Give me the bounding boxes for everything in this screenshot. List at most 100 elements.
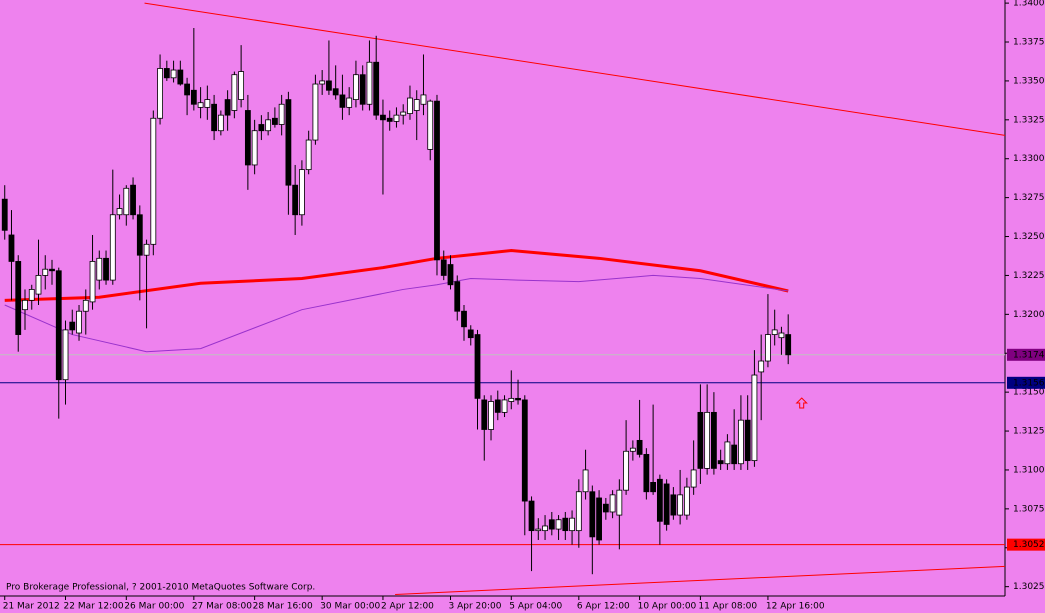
candle-body [366, 61, 373, 105]
candle-body [190, 89, 197, 105]
price-label-box [1007, 538, 1045, 551]
x-tick-label: 22 Mar 12:00 [64, 602, 124, 612]
candle-body [224, 99, 231, 116]
candle-body [629, 447, 636, 452]
candle-body [690, 469, 697, 488]
candle-body [609, 494, 616, 513]
candle-body [636, 439, 643, 455]
x-tick-label: 3 Apr 20:00 [448, 602, 501, 612]
candle-body [555, 519, 562, 530]
candle-body [305, 139, 312, 171]
candle-body [217, 114, 224, 132]
candle-body [440, 259, 447, 276]
price-label-box [1007, 376, 1045, 389]
candle-body [488, 401, 494, 430]
candle-body [427, 100, 434, 150]
candle-body [697, 411, 704, 469]
candle-body [548, 519, 555, 530]
y-tick-label: 1.3200 [1013, 310, 1045, 320]
candle-body [1, 198, 8, 231]
candle-body [271, 117, 278, 125]
candle-body [89, 261, 96, 303]
price-label-box [1007, 348, 1045, 361]
x-tick-label: 10 Apr 00:00 [638, 602, 697, 612]
moving-average [4, 274, 789, 353]
candle-body [758, 360, 765, 373]
y-tick-label: 1.3150 [1013, 388, 1045, 398]
y-tick-label: 1.3275 [1013, 193, 1045, 203]
candle-body [116, 208, 123, 216]
candle-body [515, 397, 521, 401]
candle-body [359, 74, 366, 105]
candle-body [346, 97, 353, 108]
candle-body [717, 460, 724, 465]
candle-body [596, 497, 602, 541]
moving-average [4, 249, 789, 302]
candle-body [265, 119, 272, 132]
candle-body [251, 130, 258, 166]
x-tick-label: 27 Mar 08:00 [192, 602, 252, 612]
candle-body [231, 74, 238, 111]
candle-body [434, 100, 440, 261]
candle-body [407, 97, 413, 114]
candle-body [744, 419, 751, 462]
candle-body [49, 268, 55, 272]
signal-arrow [795, 397, 808, 409]
candle-body [163, 68, 170, 79]
candle-body [35, 275, 42, 295]
y-tick-label: 1.3250 [1013, 232, 1045, 242]
candle-body [353, 74, 359, 100]
candle-body [15, 261, 22, 335]
candle-body [380, 114, 386, 121]
candle-body [177, 69, 184, 85]
candle-body [8, 234, 15, 262]
y-tick-label: 1.3100 [1013, 465, 1045, 475]
candle-body [677, 494, 684, 516]
candle-body [420, 94, 427, 105]
candle-body [319, 80, 326, 85]
x-tick-label: 2 Apr 12:00 [381, 602, 434, 612]
candle-body [542, 525, 548, 532]
candle-body [42, 268, 49, 276]
price-label: 1.3174 [1013, 350, 1045, 360]
candle-body [778, 332, 785, 339]
candle-body [292, 184, 299, 216]
candle-body [643, 453, 650, 493]
candle-body [731, 444, 738, 465]
candle-body [589, 491, 596, 538]
candle-body [623, 450, 629, 491]
candle-body [528, 500, 535, 532]
candle-body [704, 411, 711, 469]
x-tick-label: 11 Apr 08:00 [698, 602, 757, 612]
candle-body [683, 486, 690, 516]
candle-body [143, 243, 150, 256]
candle-body [521, 399, 528, 502]
y-tick-label: 1.3125 [1013, 427, 1045, 437]
candle-body [569, 517, 575, 532]
candle-body [258, 124, 265, 132]
price-label: 1.3156 [1013, 378, 1045, 388]
candle-body [616, 489, 623, 516]
candle-body [96, 257, 103, 281]
trend-line [144, 2, 1006, 136]
candle-body [55, 270, 62, 381]
candle-body [157, 68, 163, 119]
candle-body [765, 334, 771, 362]
candle-body [711, 411, 717, 469]
candle-body [602, 503, 609, 513]
candle-body [501, 399, 508, 413]
price-label: 1.3052 [1013, 540, 1045, 550]
candle-body [238, 71, 245, 100]
trend-line [395, 565, 1006, 595]
candle-body [751, 374, 758, 462]
candle-body [771, 329, 778, 335]
candle-body [103, 257, 109, 281]
y-tick-label: 1.3325 [1013, 115, 1045, 125]
x-tick-label: 6 Apr 12:00 [577, 602, 630, 612]
candle-body [150, 117, 157, 245]
candle-body [461, 310, 467, 328]
watermark: Pro Brokerage Professional, ? 2001-2010 … [6, 583, 315, 593]
candle-body [663, 483, 670, 525]
candle-body [508, 397, 515, 402]
